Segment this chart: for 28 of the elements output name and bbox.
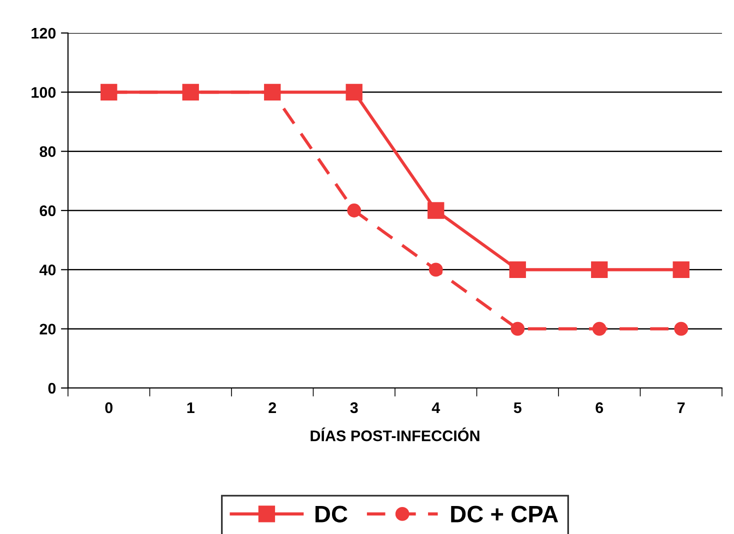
point bbox=[674, 322, 688, 336]
y-tick-label: 120 bbox=[32, 28, 56, 39]
point bbox=[346, 84, 362, 100]
point bbox=[428, 262, 443, 277]
legend-label: DC bbox=[316, 506, 348, 522]
point bbox=[428, 202, 444, 219]
point bbox=[510, 322, 525, 336]
y-tick-label: 80 bbox=[40, 146, 56, 158]
x-tick-label: 4 bbox=[432, 402, 440, 413]
x-tick-label: 2 bbox=[268, 402, 276, 413]
point bbox=[347, 204, 362, 218]
x-tick-label: 6 bbox=[596, 402, 604, 414]
x-tick-label: 0 bbox=[105, 402, 112, 414]
point bbox=[592, 322, 606, 336]
y-tick-label: 20 bbox=[40, 324, 56, 335]
y-tick-label: 0 bbox=[48, 382, 56, 394]
x-tick-label: 7 bbox=[678, 402, 685, 413]
x-tick-label: 3 bbox=[350, 402, 358, 414]
point bbox=[672, 261, 690, 278]
legend-label: DC + CPA bbox=[451, 506, 558, 522]
point bbox=[509, 261, 526, 278]
x-axis-title: DÍAS POST-INFECCIÓN bbox=[310, 428, 480, 442]
y-tick-label: 100 bbox=[32, 87, 56, 98]
point bbox=[591, 261, 608, 278]
y-tick-label: 60 bbox=[40, 205, 56, 216]
x-tick-label: 5 bbox=[514, 402, 522, 414]
x-tick-label: 1 bbox=[187, 402, 194, 413]
y-tick-label: 40 bbox=[39, 264, 56, 276]
